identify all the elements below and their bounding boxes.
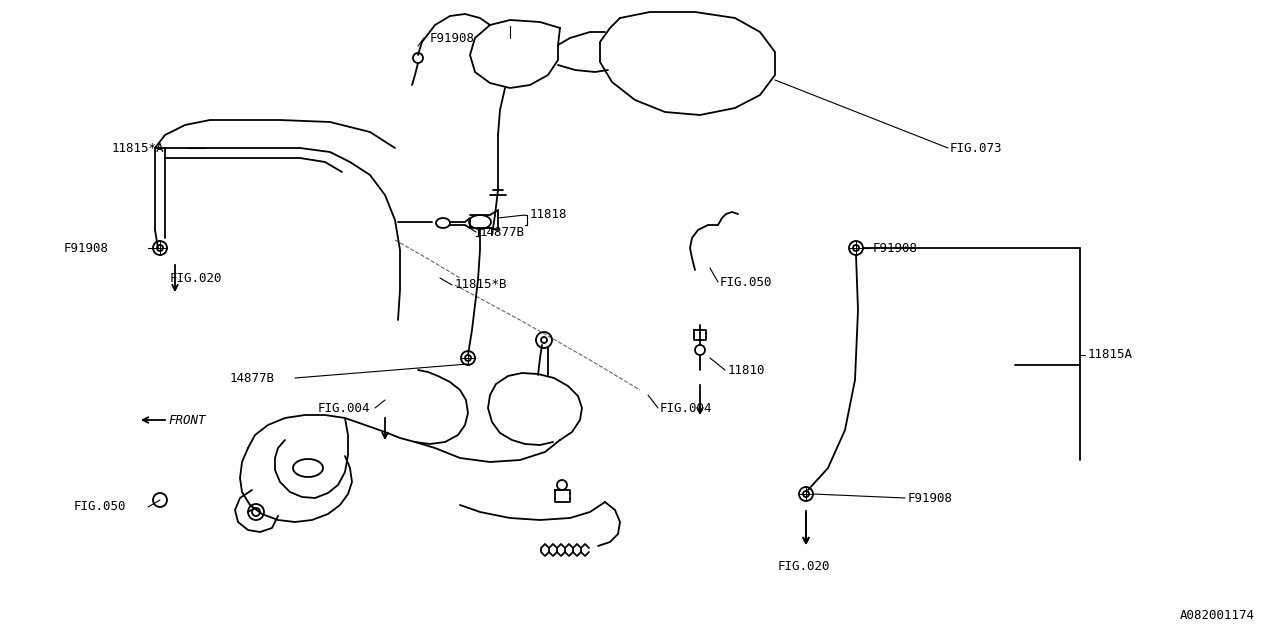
Text: FIG.020: FIG.020: [778, 561, 831, 573]
Text: 11810: 11810: [728, 364, 765, 376]
Text: FIG.050: FIG.050: [74, 500, 127, 513]
Text: A082001174: A082001174: [1180, 609, 1254, 622]
Text: FRONT: FRONT: [168, 413, 206, 426]
Text: F91908: F91908: [908, 492, 954, 504]
Text: FIG.004: FIG.004: [317, 401, 370, 415]
Text: 11815A: 11815A: [1088, 349, 1133, 362]
Text: F91908: F91908: [64, 241, 109, 255]
Text: F91908: F91908: [873, 241, 918, 255]
Text: FIG.004: FIG.004: [660, 401, 713, 415]
Text: FIG.050: FIG.050: [719, 275, 773, 289]
Text: FIG.073: FIG.073: [950, 141, 1002, 154]
Text: 11815*A: 11815*A: [113, 141, 165, 154]
Text: 14877B: 14877B: [230, 371, 275, 385]
Text: 11818: 11818: [530, 209, 567, 221]
Text: F91908: F91908: [430, 31, 475, 45]
Text: FIG.020: FIG.020: [170, 271, 223, 285]
Text: 11815*B: 11815*B: [454, 278, 507, 291]
Text: 14877B: 14877B: [480, 225, 525, 239]
